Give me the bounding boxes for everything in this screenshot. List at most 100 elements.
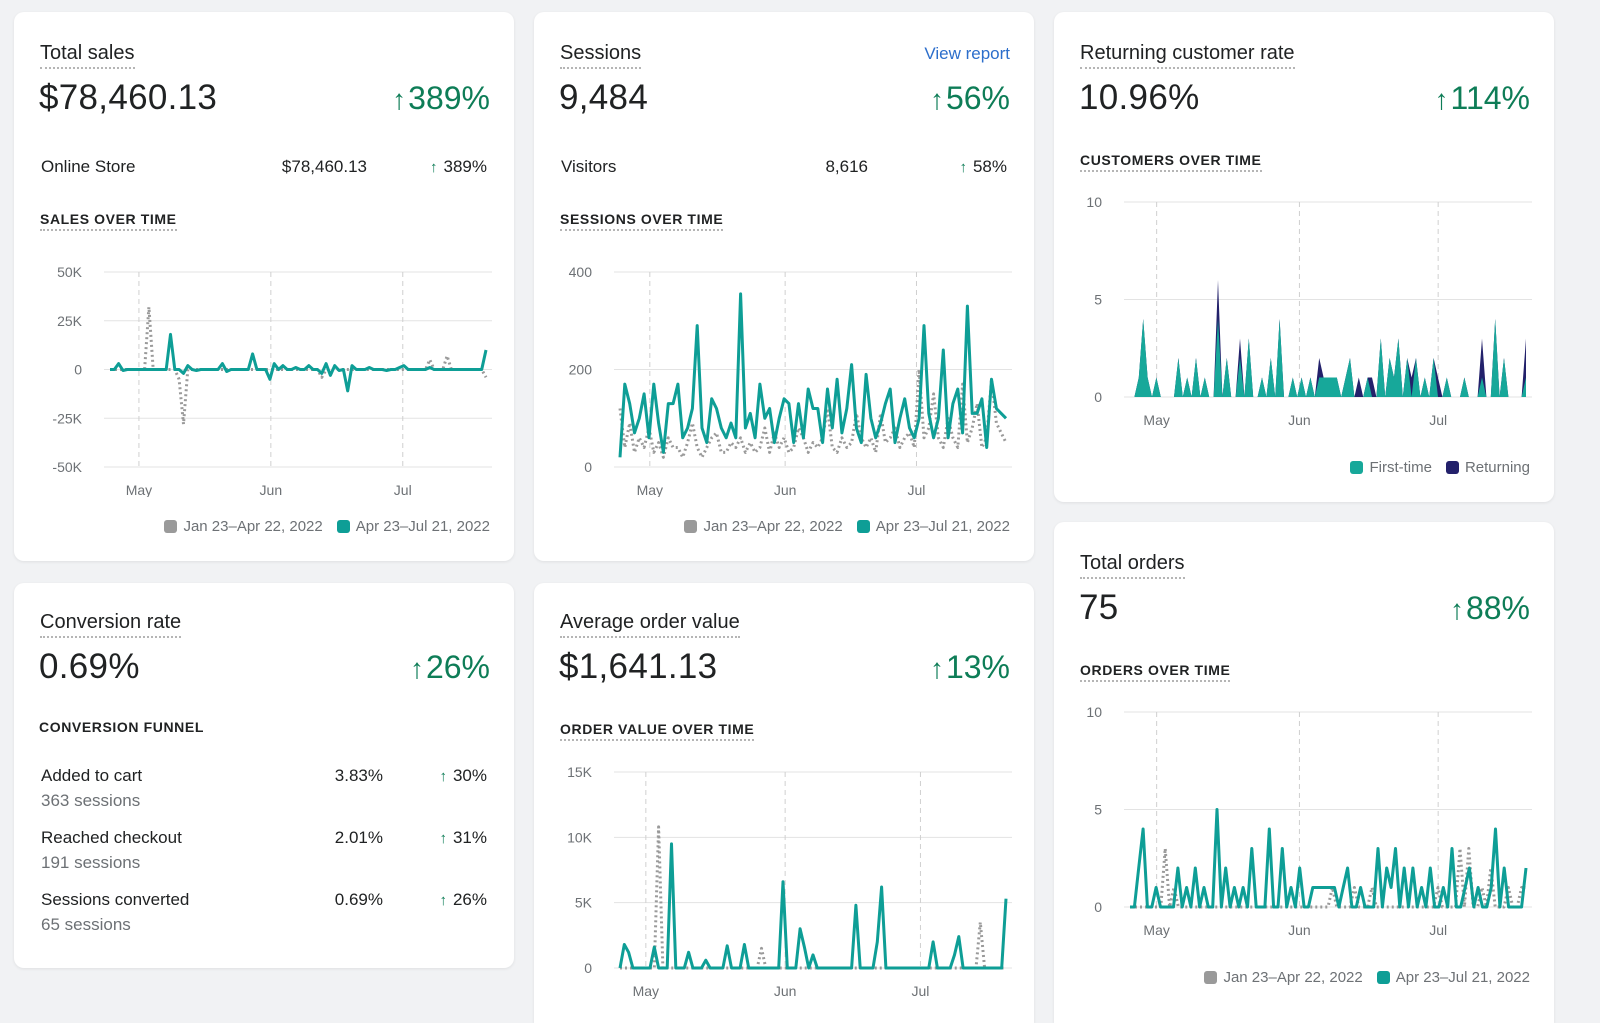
y-tick-label: 200 bbox=[569, 362, 593, 378]
y-tick-label: -50K bbox=[52, 459, 82, 475]
series-current-line[interactable] bbox=[618, 842, 1008, 970]
returning-customer-change: ↑114% bbox=[1434, 80, 1530, 116]
customers-over-time-chart[interactable]: 10 5 0 May Jun Jul bbox=[1054, 187, 1554, 437]
online-store-label: Online Store bbox=[41, 157, 136, 176]
total-orders-title[interactable]: Total orders bbox=[1080, 552, 1185, 579]
customers-legend: First-time Returning bbox=[1342, 459, 1530, 476]
visitors-label: Visitors bbox=[561, 157, 617, 176]
y-tick-label: 25K bbox=[57, 313, 83, 329]
funnel-reached-checkout-change: ↑ 31% bbox=[439, 828, 487, 847]
x-tick-label: May bbox=[1143, 412, 1169, 428]
legend-previous[interactable]: Jan 23–Apr 22, 2022 bbox=[684, 518, 843, 535]
legend-swatch bbox=[1445, 461, 1459, 474]
legend-current[interactable]: Apr 23–Jul 21, 2022 bbox=[856, 518, 1010, 535]
orders-over-time-chart[interactable]: 10 5 0 May Jun Jul bbox=[1054, 697, 1554, 947]
series-current-line[interactable] bbox=[110, 332, 488, 393]
sales-over-time-chart[interactable]: 50K 25K 0 -25K -50K May Jun Jul bbox=[14, 247, 514, 497]
legend-previous[interactable]: Jan 23–Apr 22, 2022 bbox=[1204, 969, 1363, 986]
x-tick-label: Jun bbox=[774, 482, 797, 497]
y-tick-label: 0 bbox=[1094, 389, 1102, 405]
sessions-over-time-chart[interactable]: 400 200 0 May Jun Jul bbox=[534, 247, 1034, 497]
sessions-over-time-label[interactable]: SESSIONS OVER TIME bbox=[560, 211, 724, 231]
visitors-change: ↑ 58% bbox=[959, 157, 1007, 176]
series-previous-line[interactable] bbox=[618, 368, 1008, 459]
x-tick-label: Jul bbox=[394, 482, 412, 497]
x-tick-label: Jul bbox=[912, 983, 930, 999]
average-order-value-value: $1,641.13 bbox=[559, 647, 718, 686]
average-order-value-change: ↑13% bbox=[929, 649, 1010, 685]
x-tick-label: Jul bbox=[1429, 922, 1447, 938]
returning-customer-card: Returning customer rate 10.96% ↑114% CUS… bbox=[1054, 12, 1554, 502]
x-tick-label: May bbox=[633, 983, 659, 999]
customers-over-time-label[interactable]: CUSTOMERS OVER TIME bbox=[1080, 152, 1262, 172]
sessions-value: 9,484 bbox=[559, 78, 649, 117]
legend-swatch bbox=[336, 520, 350, 533]
conversion-rate-value: 0.69% bbox=[39, 647, 140, 686]
legend-swatch bbox=[684, 520, 698, 533]
y-tick-label: 5 bbox=[1094, 292, 1102, 308]
y-tick-label: 0 bbox=[1094, 899, 1102, 915]
y-tick-label: 10 bbox=[1086, 194, 1102, 210]
sessions-card: Sessions View report 9,484 ↑56% Visitors… bbox=[534, 12, 1034, 561]
series-previous-line[interactable] bbox=[1130, 847, 1526, 909]
visitors-value: 8,616 bbox=[825, 157, 868, 176]
x-tick-label: May bbox=[637, 482, 663, 497]
series-current-line[interactable] bbox=[618, 292, 1008, 458]
arrow-up-icon: ↑ bbox=[1434, 84, 1449, 115]
funnel-sessions-converted-value: 0.69% bbox=[334, 890, 383, 909]
order-value-over-time-chart[interactable]: 15K 10K 5K 0 May Jun Jul bbox=[534, 758, 1034, 1008]
total-orders-value: 75 bbox=[1079, 588, 1119, 627]
conversion-rate-change: ↑26% bbox=[409, 649, 490, 685]
average-order-value-title[interactable]: Average order value bbox=[560, 611, 740, 638]
funnel-reached-checkout-value: 2.01% bbox=[334, 828, 383, 847]
arrow-up-icon: ↑ bbox=[929, 653, 944, 684]
arrow-up-icon: ↑ bbox=[439, 768, 447, 785]
arrow-up-icon: ↑ bbox=[1449, 594, 1464, 625]
y-tick-label: 10K bbox=[567, 829, 593, 845]
online-store-change: ↑ 389% bbox=[430, 157, 487, 176]
funnel-added-to-cart-change: ↑ 30% bbox=[439, 766, 487, 785]
legend-current[interactable]: Apr 23–Jul 21, 2022 bbox=[336, 518, 490, 535]
conversion-rate-title[interactable]: Conversion rate bbox=[40, 611, 182, 638]
legend-first-time[interactable]: First-time bbox=[1350, 459, 1432, 476]
legend-current[interactable]: Apr 23–Jul 21, 2022 bbox=[1376, 969, 1530, 986]
order-value-over-time-label[interactable]: ORDER VALUE OVER TIME bbox=[560, 721, 755, 741]
y-tick-label: 5 bbox=[1094, 802, 1102, 818]
returning-customer-title[interactable]: Returning customer rate bbox=[1080, 42, 1295, 69]
y-tick-label: 50K bbox=[57, 264, 83, 280]
view-report-link[interactable]: View report bbox=[924, 44, 1010, 63]
funnel-added-to-cart-value: 3.83% bbox=[334, 766, 383, 785]
sessions-legend: Jan 23–Apr 22, 2022 Apr 23–Jul 21, 2022 bbox=[676, 518, 1010, 535]
online-store-value: $78,460.13 bbox=[281, 157, 367, 176]
x-tick-label: Jun bbox=[1288, 412, 1311, 428]
y-tick-label: 10 bbox=[1086, 704, 1102, 720]
series-previous-line[interactable] bbox=[620, 825, 1006, 970]
y-tick-label: 0 bbox=[584, 960, 592, 976]
y-tick-label: 0 bbox=[584, 459, 592, 475]
funnel-added-to-cart-sessions: 363 sessions bbox=[41, 791, 141, 810]
y-tick-label: -25K bbox=[52, 410, 82, 426]
y-tick-label: 5K bbox=[575, 895, 593, 911]
legend-previous[interactable]: Jan 23–Apr 22, 2022 bbox=[164, 518, 323, 535]
series-first-time-area[interactable] bbox=[1130, 319, 1526, 397]
total-sales-title[interactable]: Total sales bbox=[40, 42, 135, 69]
legend-swatch bbox=[1376, 971, 1390, 984]
y-tick-label: 400 bbox=[569, 264, 593, 280]
x-tick-label: Jun bbox=[260, 482, 283, 497]
total-sales-card: Total sales $78,460.13 ↑389% Online Stor… bbox=[14, 12, 514, 561]
sessions-title[interactable]: Sessions bbox=[560, 42, 642, 69]
arrow-up-icon: ↑ bbox=[409, 653, 424, 684]
x-tick-label: Jul bbox=[908, 482, 926, 497]
series-current-line[interactable] bbox=[1130, 808, 1528, 909]
arrow-up-icon: ↑ bbox=[439, 892, 447, 909]
sales-over-time-label[interactable]: SALES OVER TIME bbox=[40, 211, 177, 231]
legend-swatch bbox=[164, 520, 178, 533]
x-tick-label: Jun bbox=[774, 983, 797, 999]
conversion-rate-card: Conversion rate 0.69% ↑26% CONVERSION FU… bbox=[14, 583, 514, 968]
arrow-up-icon: ↑ bbox=[430, 159, 438, 176]
arrow-up-icon: ↑ bbox=[392, 84, 407, 115]
legend-returning[interactable]: Returning bbox=[1445, 459, 1530, 476]
x-tick-label: Jul bbox=[1429, 412, 1447, 428]
orders-over-time-label[interactable]: ORDERS OVER TIME bbox=[1080, 662, 1231, 682]
x-tick-label: May bbox=[1143, 922, 1169, 938]
